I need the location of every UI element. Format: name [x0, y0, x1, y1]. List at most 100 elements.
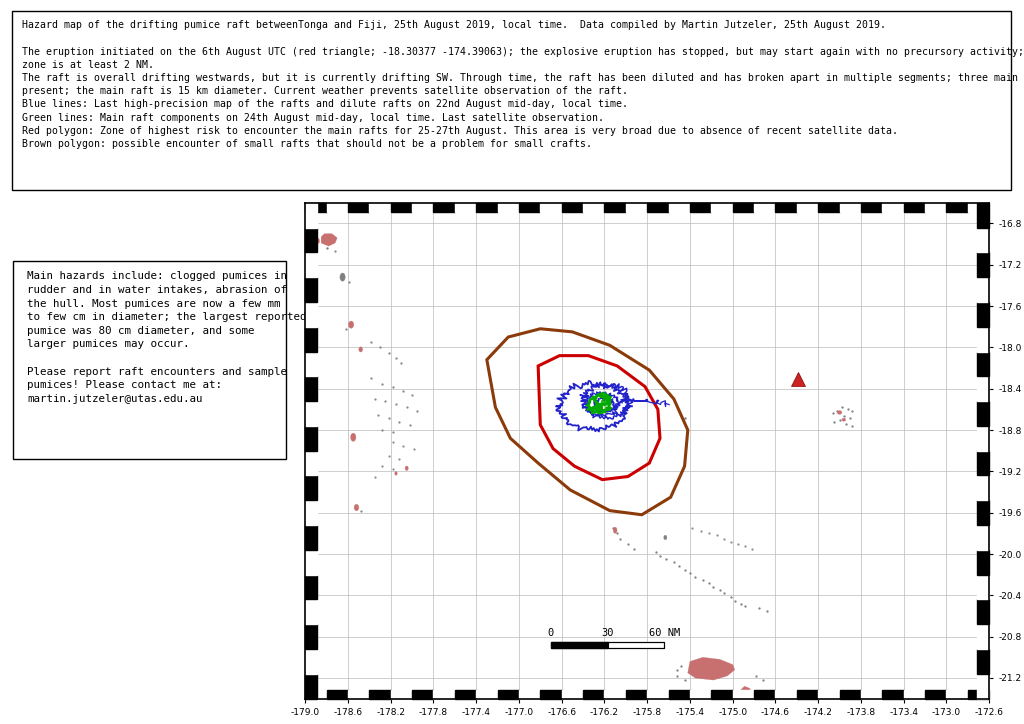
Bar — [583, 203, 604, 211]
Bar — [583, 690, 604, 699]
Bar — [305, 674, 317, 699]
Bar — [797, 690, 818, 699]
Bar — [977, 227, 989, 252]
Ellipse shape — [348, 321, 353, 328]
Bar — [305, 649, 317, 674]
Bar — [903, 203, 925, 211]
Bar — [562, 690, 583, 699]
Polygon shape — [740, 686, 752, 699]
Text: 30: 30 — [601, 628, 613, 638]
Bar — [669, 690, 690, 699]
Bar — [412, 203, 433, 211]
Bar — [977, 525, 989, 550]
Ellipse shape — [358, 347, 362, 352]
Bar — [433, 203, 455, 211]
Bar — [562, 203, 583, 211]
Bar — [607, 642, 665, 647]
Bar — [977, 674, 989, 699]
FancyBboxPatch shape — [13, 261, 287, 459]
Bar — [327, 203, 348, 211]
Bar — [305, 351, 317, 376]
Bar — [305, 277, 317, 302]
Bar — [305, 575, 317, 599]
Ellipse shape — [842, 418, 846, 421]
Bar — [977, 401, 989, 426]
Bar — [690, 203, 712, 211]
Bar — [305, 302, 317, 327]
Bar — [925, 203, 946, 211]
Bar — [977, 252, 989, 277]
Bar — [977, 624, 989, 649]
Bar — [712, 203, 732, 211]
Bar — [305, 450, 317, 476]
Bar — [977, 376, 989, 401]
Bar — [305, 401, 317, 426]
Bar — [433, 690, 455, 699]
Bar — [946, 690, 968, 699]
Bar — [305, 376, 317, 401]
Bar — [551, 642, 607, 647]
Bar — [977, 203, 989, 227]
Bar — [903, 690, 925, 699]
Bar — [818, 203, 840, 211]
Bar — [977, 327, 989, 351]
Bar — [604, 203, 626, 211]
Ellipse shape — [354, 504, 358, 511]
Bar — [390, 203, 412, 211]
Polygon shape — [688, 657, 735, 680]
Bar — [840, 690, 861, 699]
Bar — [732, 203, 754, 211]
Bar — [412, 690, 433, 699]
Bar — [305, 426, 317, 450]
Ellipse shape — [613, 527, 617, 534]
Bar — [305, 203, 327, 211]
Bar — [977, 500, 989, 525]
Bar — [541, 690, 561, 699]
Bar — [626, 690, 647, 699]
Bar — [305, 327, 317, 351]
Bar — [390, 690, 412, 699]
Bar — [647, 690, 669, 699]
Bar — [348, 690, 370, 699]
Bar — [977, 351, 989, 376]
Bar — [455, 203, 476, 211]
Bar — [327, 690, 348, 699]
Bar — [977, 450, 989, 476]
Ellipse shape — [316, 238, 319, 243]
Bar — [519, 690, 541, 699]
Bar — [305, 227, 317, 252]
Bar — [551, 642, 665, 647]
Bar — [455, 690, 476, 699]
Bar — [977, 277, 989, 302]
Text: 60 NM: 60 NM — [648, 628, 680, 638]
Bar — [968, 690, 989, 699]
Bar — [669, 203, 690, 211]
FancyBboxPatch shape — [12, 11, 1011, 190]
Bar — [712, 690, 732, 699]
Ellipse shape — [350, 433, 356, 442]
Bar — [775, 690, 797, 699]
Bar — [754, 203, 775, 211]
Bar — [305, 500, 317, 525]
Ellipse shape — [838, 411, 842, 414]
Bar — [797, 203, 818, 211]
Bar — [305, 476, 317, 500]
Bar — [626, 203, 647, 211]
Bar — [754, 690, 775, 699]
Bar — [690, 690, 712, 699]
Bar — [977, 550, 989, 575]
Bar — [968, 203, 989, 211]
Bar — [498, 690, 519, 699]
Bar — [305, 690, 327, 699]
Text: Hazard map of the drifting pumice raft betweenTonga and Fiji, 25th August 2019, : Hazard map of the drifting pumice raft b… — [23, 20, 1024, 149]
Bar — [977, 426, 989, 450]
Bar — [604, 690, 626, 699]
Bar — [305, 599, 317, 624]
Bar — [977, 599, 989, 624]
Bar — [305, 550, 317, 575]
Polygon shape — [322, 234, 337, 246]
Bar — [977, 649, 989, 674]
Bar — [775, 203, 797, 211]
Bar — [883, 690, 903, 699]
Bar — [348, 203, 370, 211]
